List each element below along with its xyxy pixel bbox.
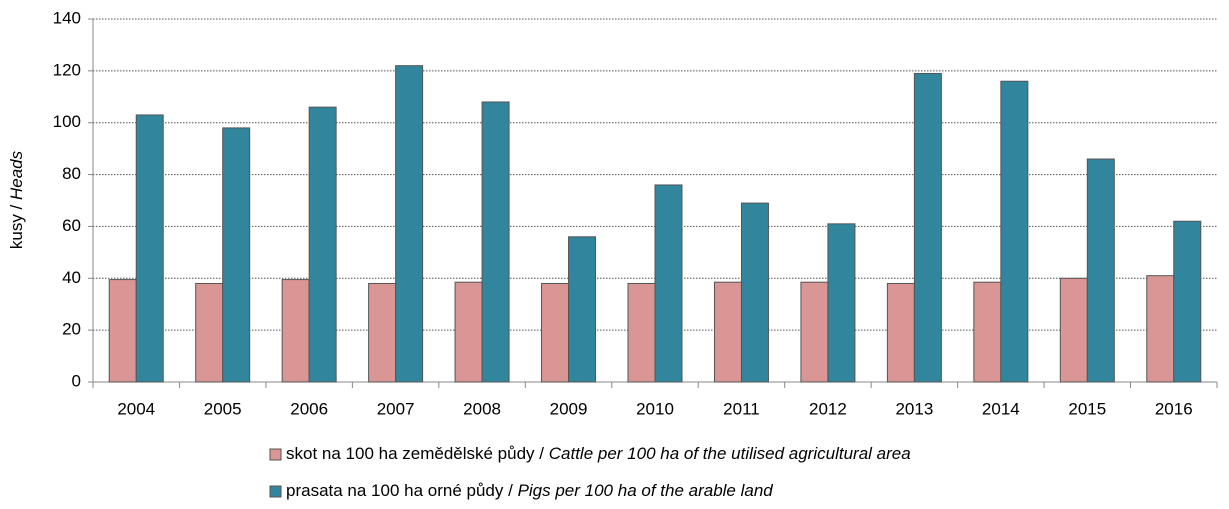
bar: [1059, 277, 1088, 383]
bar: [913, 72, 942, 383]
bar: [886, 282, 915, 383]
bar: [800, 281, 829, 383]
bar: [827, 223, 856, 383]
bar: [308, 106, 337, 383]
y-axis-label: kusy / Heads: [7, 150, 26, 249]
y-tick-label: 80: [62, 164, 81, 183]
bar: [222, 127, 251, 383]
bar: [481, 101, 510, 383]
bar: [1086, 158, 1115, 383]
x-tick-label: 2015: [1068, 399, 1106, 418]
bar: [654, 184, 683, 383]
bar: [541, 282, 570, 383]
x-tick-label: 2007: [377, 399, 415, 418]
y-tick-label: 0: [72, 371, 81, 390]
bar: [973, 281, 1002, 383]
x-tick-label: 2006: [290, 399, 328, 418]
x-tick-label: 2012: [809, 399, 847, 418]
legend-label: skot na 100 ha zemědělské půdy / Cattle …: [286, 444, 911, 463]
bar: [195, 282, 224, 383]
bar: [454, 281, 483, 383]
bar: [1173, 220, 1202, 383]
x-tick-label: 2008: [463, 399, 501, 418]
y-tick-label: 20: [62, 320, 81, 339]
bar: [368, 282, 397, 383]
bar: [568, 236, 597, 383]
y-tick-label: 100: [53, 112, 81, 131]
x-tick-label: 2016: [1155, 399, 1193, 418]
bar: [713, 281, 742, 383]
legend-label: prasata na 100 ha orné půdy / Pigs per 1…: [286, 481, 773, 500]
y-tick-label: 40: [62, 268, 81, 287]
bar: [135, 114, 164, 383]
y-tick-label: 60: [62, 216, 81, 235]
bar: [627, 282, 656, 383]
y-tick-label: 120: [53, 60, 81, 79]
x-tick-label: 2010: [636, 399, 674, 418]
bar: [1146, 275, 1175, 383]
bar: [395, 65, 424, 383]
legend-swatch: [269, 448, 282, 461]
legend-swatch: [269, 485, 282, 498]
bar: [108, 279, 137, 383]
y-tick-label: 140: [53, 8, 81, 27]
bar: [281, 279, 310, 383]
bar: [1000, 80, 1029, 383]
bar: [740, 202, 769, 383]
x-tick-label: 2005: [204, 399, 242, 418]
x-tick-label: 2009: [550, 399, 588, 418]
x-tick-label: 2014: [982, 399, 1020, 418]
x-tick-label: 2013: [895, 399, 933, 418]
x-tick-label: 2004: [117, 399, 155, 418]
x-tick-label: 2011: [723, 399, 760, 418]
